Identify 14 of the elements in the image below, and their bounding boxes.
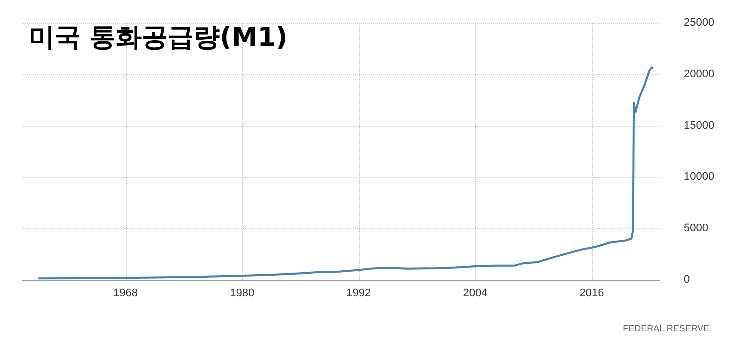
y-tick-label: 0: [684, 274, 690, 286]
x-tick-label: 1968: [114, 288, 138, 300]
y-tick-label: 5000: [684, 222, 708, 235]
y-tick-label: 10000: [684, 171, 715, 184]
y-tick-label: 20000: [684, 68, 715, 80]
chart-title: 미국 통화공급량(M1): [29, 23, 288, 53]
y-tick-label: 15000: [684, 120, 715, 132]
y-tick-label: 25000: [684, 17, 715, 29]
x-tick-label: 2016: [580, 288, 604, 300]
x-tick-label: 1992: [346, 288, 372, 300]
x-tick-label: 2004: [463, 288, 488, 300]
text: FEDERAL RESERVE: [623, 324, 710, 334]
x-tick-label: 1980: [230, 288, 255, 300]
line-series: [37, 66, 654, 280]
